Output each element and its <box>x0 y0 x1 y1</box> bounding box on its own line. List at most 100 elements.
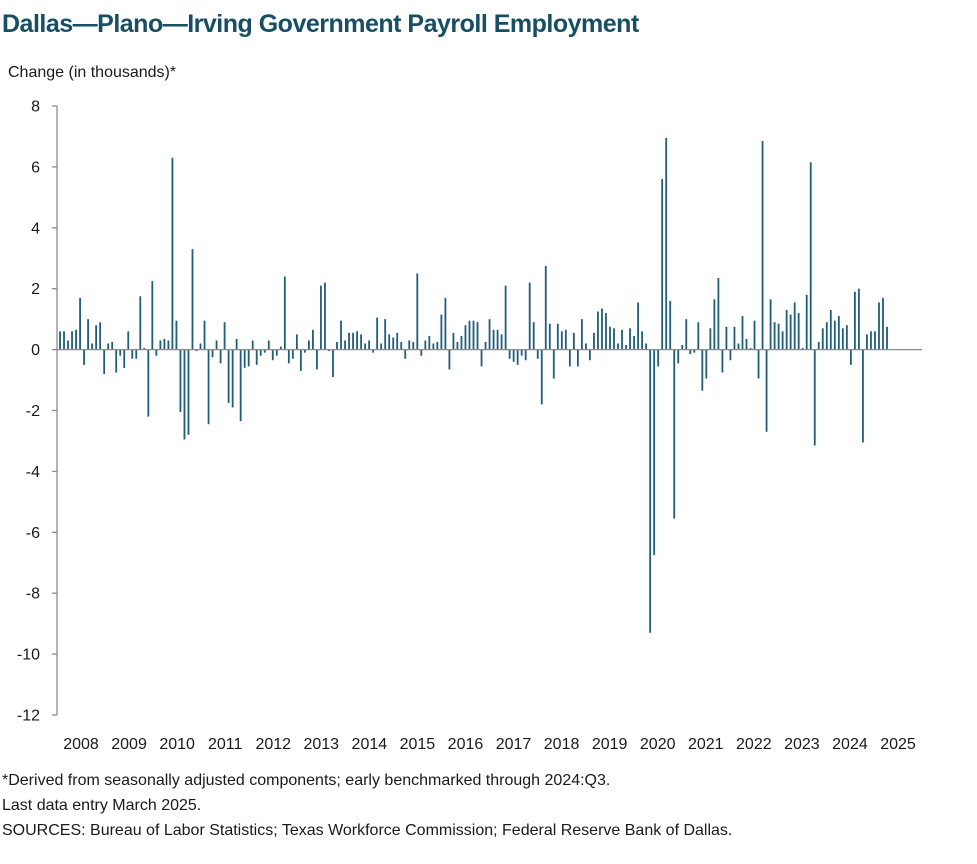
bar <box>384 319 387 350</box>
bar <box>813 349 816 446</box>
bar <box>572 332 575 350</box>
footnote-sources: SOURCES: Bureau of Labor Statistics; Tex… <box>2 822 733 839</box>
bar <box>685 319 688 350</box>
bar <box>119 349 122 356</box>
bar <box>476 322 479 350</box>
bar <box>729 349 732 361</box>
bar <box>512 349 515 362</box>
bar <box>833 320 836 350</box>
bar <box>107 343 110 350</box>
bar <box>829 310 832 350</box>
bar <box>223 322 226 350</box>
bar <box>825 322 828 350</box>
bar <box>67 340 69 350</box>
bar <box>468 320 471 350</box>
bar <box>235 338 238 350</box>
bar <box>139 296 142 350</box>
bar <box>219 349 222 364</box>
bar <box>520 349 523 356</box>
bar <box>585 343 587 350</box>
bar <box>492 329 495 350</box>
bar <box>199 343 202 350</box>
bar <box>853 291 856 350</box>
bar <box>408 340 411 350</box>
x-tick-label: 2021 <box>688 736 724 753</box>
bar <box>845 325 848 350</box>
x-tick-label: 2008 <box>63 736 99 753</box>
bar <box>404 349 407 359</box>
bar <box>444 297 447 350</box>
bar <box>352 332 354 350</box>
bar <box>396 332 399 350</box>
bar <box>757 349 760 379</box>
x-tick-label: 2017 <box>496 736 532 753</box>
bar <box>801 348 804 350</box>
bar <box>741 316 744 350</box>
bar <box>797 313 800 350</box>
bar <box>416 273 419 350</box>
bar <box>332 349 334 377</box>
bar <box>175 320 178 350</box>
bar <box>504 285 507 350</box>
bar <box>75 329 77 350</box>
bar <box>705 349 708 379</box>
bar <box>420 349 423 356</box>
bar <box>540 349 543 405</box>
bar <box>195 349 198 352</box>
y-tick-label: 8 <box>31 99 40 116</box>
bar <box>621 329 623 350</box>
bar <box>709 328 712 350</box>
bar <box>733 326 736 350</box>
bar <box>203 320 206 350</box>
bar <box>356 331 358 350</box>
bar <box>653 349 656 556</box>
bar <box>532 322 535 350</box>
bar <box>862 349 864 443</box>
bar <box>593 332 595 350</box>
bar <box>183 349 186 440</box>
bar <box>364 343 367 350</box>
bar <box>287 349 290 364</box>
bar <box>87 319 89 350</box>
bar <box>267 340 270 350</box>
bar <box>324 282 326 350</box>
bar <box>717 278 720 350</box>
bar <box>564 329 567 350</box>
bar <box>167 340 170 350</box>
bar <box>689 349 692 355</box>
bar <box>669 300 672 350</box>
bar <box>360 334 362 350</box>
bar <box>159 340 162 350</box>
bar <box>412 341 415 350</box>
y-axis-label: Change (in thousands)* <box>8 64 177 81</box>
footnote-derived: *Derived from seasonally adjusted compon… <box>2 772 611 789</box>
bar <box>211 349 214 358</box>
bar <box>163 338 166 350</box>
bar <box>135 349 138 359</box>
bar <box>496 329 499 350</box>
bar <box>372 349 375 353</box>
bar <box>432 343 435 350</box>
bar <box>552 349 555 379</box>
bar <box>428 335 431 350</box>
bar <box>661 179 664 350</box>
bar <box>440 314 443 350</box>
bar <box>171 157 174 350</box>
y-tick-label: -12 <box>17 708 40 725</box>
bar <box>99 322 102 350</box>
bar <box>368 340 371 350</box>
bar <box>721 349 724 373</box>
chart-title: Dallas—Plano—Irving Government Payroll E… <box>2 10 639 38</box>
bar <box>179 349 182 413</box>
bar <box>207 349 210 425</box>
x-tick-label: 2020 <box>640 736 676 753</box>
bar <box>271 349 274 361</box>
bar <box>255 349 258 365</box>
bar <box>882 297 884 350</box>
bar <box>464 325 467 350</box>
bar <box>456 341 459 350</box>
bar <box>103 349 106 374</box>
bar <box>625 345 627 350</box>
bar <box>580 319 583 350</box>
bar <box>131 349 134 359</box>
